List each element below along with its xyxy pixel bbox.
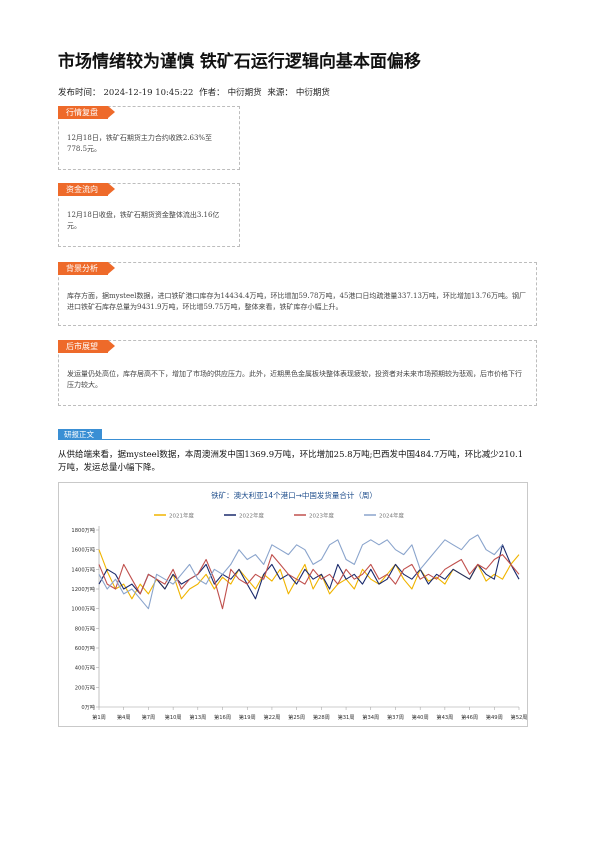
source-label: 来源： [267, 88, 293, 98]
research-tag: 研报正文 [58, 429, 102, 440]
outlook-tag: 后市展望 [58, 340, 115, 353]
x-tick-label: 第22周 [263, 713, 280, 721]
author: 中衍期货 [227, 88, 262, 98]
legend-label: 2021年度 [169, 512, 194, 520]
author-label: 作者： [199, 88, 225, 98]
publish-time: 2024-12-19 10:45:22 [103, 88, 194, 98]
x-tick-label: 第37周 [387, 713, 404, 721]
article-meta: 发布时间： 2024-12-19 10:45:22 作者： 中衍期货 来源： 中衍期货 [58, 86, 333, 98]
x-tick-label: 第31周 [338, 713, 355, 721]
series-line [98, 544, 520, 600]
x-tick-label: 第40周 [412, 713, 429, 721]
outlook-text: 发运量仍处高位，库存居高不下，增加了市场的供应压力。此外，近期黑色金属板块整体表… [67, 370, 522, 389]
y-tick-label: 1400万吨 [71, 565, 95, 573]
x-tick-label: 第49周 [486, 713, 503, 721]
market-review-tag: 行情复盘 [58, 106, 115, 119]
research-divider [100, 439, 430, 440]
y-tick-label: 0万吨 [81, 703, 95, 711]
x-tick-label: 第19周 [239, 713, 256, 721]
x-tick-label: 第28周 [313, 713, 330, 721]
shipment-chart: 铁矿：澳大利亚14个港口→中国发货量合计（周） 2021年度 2022年度 2023年… [71, 490, 528, 721]
fund-flow-text: 12月18日收盘，铁矿石期货资金整体流出3.16亿元。 [67, 211, 220, 230]
background-tag: 背景分析 [58, 262, 115, 275]
x-tick-label: 第13周 [189, 713, 206, 721]
x-tick-label: 第10周 [165, 713, 182, 721]
y-tick-label: 1600万吨 [71, 546, 95, 554]
x-tick-label: 第34周 [362, 713, 379, 721]
legend-label: 2023年度 [309, 512, 334, 520]
y-tick-label: 1200万吨 [71, 585, 95, 593]
source: 中衍期货 [295, 88, 330, 98]
series-line [98, 554, 520, 610]
background-box: 背景分析 库存方面，据mysteel数据，进口铁矿港口库存为14434.4万吨，… [58, 262, 537, 326]
x-tick-label: 第52周 [511, 713, 528, 721]
research-text: 从供给端来看，据mysteel数据，本周澳洲发中国1369.9万吨，环比增加25… [58, 450, 524, 473]
y-tick-label: 400万吨 [75, 664, 95, 672]
y-tick-label: 1800万吨 [71, 526, 95, 534]
background-text: 库存方面，据mysteel数据，进口铁矿港口库存为14434.4万吨，环比增加5… [67, 292, 526, 311]
y-tick-label: 600万吨 [75, 644, 95, 652]
y-tick-label: 1000万吨 [71, 605, 95, 613]
fund-flow-box: 资金流向 12月18日收盘，铁矿石期货资金整体流出3.16亿元。 [58, 183, 240, 247]
x-tick-label: 第16周 [214, 713, 231, 721]
x-tick-label: 第4周 [117, 713, 131, 721]
x-tick-label: 第25周 [288, 713, 305, 721]
chart-frame: 铁矿：澳大利亚14个港口→中国发货量合计（周） 2021年度 2022年度 2023年… [58, 482, 528, 727]
x-tick-label: 第1周 [92, 713, 106, 721]
x-tick-label: 第43周 [436, 713, 453, 721]
outlook-box: 后市展望 发运量仍处高位，库存居高不下，增加了市场的供应压力。此外，近期黑色金属… [58, 340, 537, 406]
y-tick-label: 800万吨 [75, 624, 95, 632]
publish-label: 发布时间： [58, 88, 101, 98]
x-tick-label: 第46周 [461, 713, 478, 721]
legend-label: 2024年度 [379, 512, 404, 520]
fund-flow-tag: 资金流向 [58, 183, 115, 196]
page-title: 市场情绪较为谨慎 铁矿石运行逻辑向基本面偏移 [58, 52, 421, 72]
y-tick-label: 200万吨 [75, 683, 95, 691]
x-tick-label: 第7周 [142, 713, 156, 721]
series-line [98, 534, 503, 610]
legend-label: 2022年度 [239, 512, 264, 520]
market-review-box: 行情复盘 12月18日，铁矿石期货主力合约收跌2.63%至778.5元。 [58, 106, 240, 170]
chart-title: 铁矿：澳大利亚14个港口→中国发货量合计（周） [211, 490, 377, 500]
market-review-text: 12月18日，铁矿石期货主力合约收跌2.63%至778.5元。 [67, 134, 213, 153]
